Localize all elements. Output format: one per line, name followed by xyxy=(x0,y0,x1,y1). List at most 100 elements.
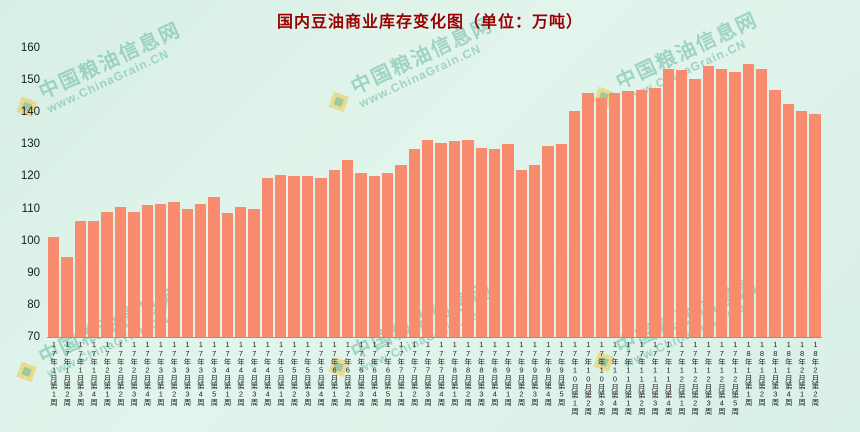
x-tick-label: 17年11月第1周 xyxy=(623,340,633,415)
x-label-cell: 17年12月第3周 xyxy=(702,340,715,430)
plot-area xyxy=(47,48,822,338)
x-tick-label: 17年11月第3周 xyxy=(650,340,660,415)
bar-column xyxy=(181,48,194,337)
x-label-cell: 17年12月第4周 xyxy=(715,340,728,430)
x-label-cell: 17年12月第2周 xyxy=(688,340,701,430)
bar-column xyxy=(702,48,715,337)
bar xyxy=(194,203,207,337)
x-label-cell: 17年8月第4周 xyxy=(488,340,501,430)
bar xyxy=(475,147,487,337)
x-tick-label: 17年6月第3周 xyxy=(356,340,366,406)
x-label-cell: 18年1月第2周 xyxy=(755,340,768,430)
bar xyxy=(248,208,260,337)
x-label-cell: 17年9月第5周 xyxy=(555,340,568,430)
bar xyxy=(515,170,527,337)
x-label-cell: 17年3月第4周 xyxy=(194,340,207,430)
bar xyxy=(582,92,594,337)
x-tick-label: 17年7月第1周 xyxy=(396,340,406,406)
x-tick-label: 17年5月第2周 xyxy=(289,340,299,406)
x-tick-label: 17年5月第3周 xyxy=(303,340,313,406)
bar xyxy=(528,165,541,337)
x-label-cell: 18年2月第2周 xyxy=(808,340,821,430)
bar-column xyxy=(74,48,87,337)
bar-column xyxy=(755,48,768,337)
bar xyxy=(154,203,167,337)
x-label-cell: 17年10月第4周 xyxy=(608,340,621,430)
bar-column xyxy=(127,48,140,337)
x-label-cell: 17年2月第3周 xyxy=(127,340,140,430)
bar-column xyxy=(47,48,60,337)
x-label-cell: 17年7月第4周 xyxy=(434,340,447,430)
bar xyxy=(809,113,821,337)
y-tick-label: 70 xyxy=(27,331,40,343)
bar-column xyxy=(341,48,354,337)
bar-column xyxy=(287,48,300,337)
bar xyxy=(355,173,367,337)
x-tick-label: 17年9月第4周 xyxy=(543,340,553,406)
x-label-cell: 17年1月第2周 xyxy=(60,340,73,430)
bar xyxy=(569,110,581,337)
x-label-cell: 17年9月第1周 xyxy=(501,340,514,430)
x-label-cell: 17年11月第4周 xyxy=(662,340,675,430)
bar xyxy=(769,89,781,337)
bar xyxy=(782,104,795,337)
bar-column xyxy=(635,48,648,337)
y-tick-label: 110 xyxy=(21,202,40,215)
x-tick-label: 17年9月第2周 xyxy=(517,340,526,406)
bar xyxy=(622,91,634,337)
y-tick-label: 80 xyxy=(27,298,40,311)
x-tick-label: 17年2月第1周 xyxy=(102,340,112,406)
bar-column xyxy=(608,48,621,337)
bar xyxy=(488,149,501,337)
bar-column xyxy=(368,48,381,337)
x-label-cell: 17年6月第1周 xyxy=(328,340,341,430)
bar xyxy=(502,144,514,337)
x-label-cell: 17年10月第1周 xyxy=(568,340,581,430)
x-label-cell: 17年5月第4周 xyxy=(314,340,327,430)
bar-column xyxy=(274,48,287,337)
x-tick-label: 17年12月第3周 xyxy=(704,340,714,415)
bar xyxy=(141,205,153,337)
bar xyxy=(221,213,234,337)
watermark-logo-icon xyxy=(13,358,42,387)
bar xyxy=(208,197,220,337)
x-label-cell: 17年2月第4周 xyxy=(141,340,154,430)
x-tick-label: 17年11月第2周 xyxy=(637,340,647,415)
bar-column xyxy=(114,48,127,337)
x-label-cell: 17年2月第1周 xyxy=(100,340,113,430)
x-axis-labels: 17年1月第1周 17年1月第2周 17年1月第3周 17年1月第4周 17年2月第1周… xyxy=(47,340,822,430)
bar xyxy=(88,221,100,337)
x-label-cell: 17年9月第4周 xyxy=(541,340,554,430)
bar-column xyxy=(795,48,808,337)
bar-column xyxy=(167,48,180,337)
bar-column xyxy=(221,48,234,337)
bar xyxy=(74,221,87,337)
x-tick-label: 17年11月第4周 xyxy=(663,340,673,415)
bar xyxy=(635,89,648,337)
bar-column xyxy=(515,48,528,337)
bar xyxy=(448,141,461,337)
bar xyxy=(114,206,127,337)
bar-column xyxy=(261,48,274,337)
x-tick-label: 17年4月第4周 xyxy=(263,340,273,406)
x-tick-label: 17年1月第4周 xyxy=(89,340,99,406)
bar xyxy=(595,97,608,337)
x-tick-label: 17年3月第5周 xyxy=(209,340,219,406)
y-tick-label: 100 xyxy=(20,234,40,247)
x-tick-label: 17年8月第2周 xyxy=(463,340,473,406)
y-tick-label: 160 xyxy=(20,42,40,54)
x-tick-label: 18年1月第1周 xyxy=(744,340,754,406)
bar xyxy=(555,144,568,337)
bar xyxy=(235,206,247,337)
bar xyxy=(395,165,407,337)
x-tick-label: 17年3月第2周 xyxy=(169,340,179,406)
bar-column xyxy=(408,48,421,337)
bar-column xyxy=(541,48,554,337)
bar xyxy=(368,176,380,337)
x-label-cell: 18年1月第4周 xyxy=(782,340,795,430)
bar-column xyxy=(394,48,407,337)
bar-column xyxy=(488,48,501,337)
bar xyxy=(101,211,113,337)
bar xyxy=(702,65,714,337)
bar xyxy=(301,176,314,337)
